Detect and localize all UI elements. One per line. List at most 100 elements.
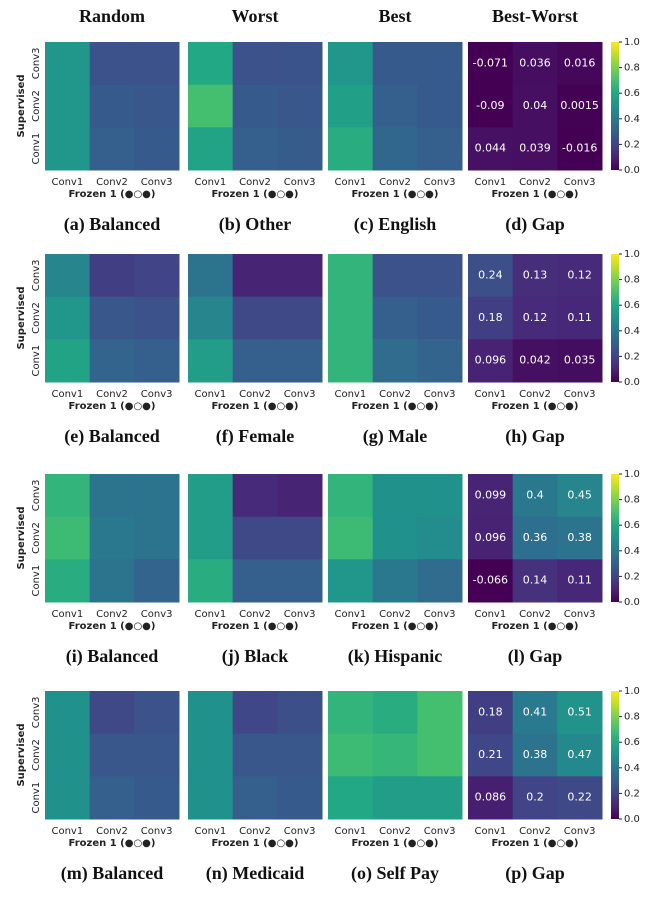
heatmap-cell (232, 254, 278, 298)
heatmap (45, 254, 180, 383)
heatmap-cell (89, 42, 135, 86)
x-tick-label: Conv3 (564, 177, 596, 188)
heatmap-cell (468, 254, 514, 298)
x-tick-label: Conv3 (564, 609, 596, 620)
heatmap-cell (417, 691, 463, 735)
cell-annotation: 0.016 (564, 56, 596, 69)
colorbar-tick-label: 1.0 (624, 686, 640, 697)
heatmap-cell (232, 559, 278, 603)
heatmap-cell (512, 474, 558, 518)
heatmap-cell (328, 84, 374, 128)
heatmap-cell (557, 776, 603, 820)
heatmap-cell (468, 296, 514, 340)
x-tick-label: Conv2 (519, 609, 551, 620)
x-tick-label: Conv2 (239, 389, 271, 400)
colorbar-tick-label: 0.0 (624, 165, 640, 176)
cell-annotation: 0.0015 (560, 99, 599, 112)
heatmap-cell (89, 254, 135, 298)
colorbar-tick-label: 1.0 (624, 37, 640, 48)
heatmap-cell (89, 339, 135, 383)
heatmap-cell (232, 84, 278, 128)
x-tick-label: Conv2 (239, 826, 271, 837)
heatmap-cell (134, 296, 180, 340)
x-tick-label: Conv1 (194, 609, 226, 620)
colorbar-tick-label: 0.6 (624, 300, 640, 311)
cell-annotation: 0.38 (567, 531, 592, 544)
heatmap-cell (277, 339, 323, 383)
heatmap-cell (232, 776, 278, 820)
panel-caption: (d) Gap (505, 214, 565, 235)
cell-annotation: 0.099 (475, 488, 507, 501)
heatmap-cell (557, 559, 603, 603)
heatmap-cell (134, 474, 180, 518)
colorbar-tick-label: 0.8 (624, 712, 640, 723)
heatmap-cell (89, 776, 135, 820)
heatmap-cell (512, 254, 558, 298)
heatmap-cell (328, 733, 374, 777)
heatmap-cell (89, 84, 135, 128)
heatmap-cell (372, 339, 418, 383)
heatmap (188, 254, 323, 383)
heatmap-cell (89, 559, 135, 603)
colorbar-tick-label: 0.4 (624, 546, 640, 557)
panel-caption: (h) Gap (505, 426, 565, 447)
x-tick-label: Conv1 (334, 609, 366, 620)
panel-caption: (n) Medicaid (206, 863, 305, 884)
heatmap-cell (328, 296, 374, 340)
colorbar-tick-label: 0.6 (624, 88, 640, 99)
x-axis-label: Frozen 1 (●○●) (352, 401, 439, 412)
heatmap (188, 474, 323, 603)
heatmap-cell (468, 42, 514, 86)
heatmap-cell (372, 776, 418, 820)
heatmap-cell (89, 691, 135, 735)
heatmap (328, 474, 463, 603)
cell-annotation: 0.18 (478, 311, 503, 324)
heatmap-cell (232, 127, 278, 171)
heatmap-cell (188, 516, 234, 560)
heatmap-cell (372, 516, 418, 560)
heatmap-cell (45, 559, 91, 603)
heatmap-cell (512, 296, 558, 340)
heatmap-cell (277, 776, 323, 820)
column-header: Best-Worst (492, 6, 578, 26)
heatmap (328, 691, 463, 820)
x-axis-label: Frozen 1 (●○●) (69, 838, 156, 849)
colorbar-tick-label: 0.2 (624, 571, 640, 582)
colorbar-tick-label: 0.0 (624, 377, 640, 388)
cell-annotation: 0.042 (519, 354, 551, 367)
heatmap-cell (557, 474, 603, 518)
heatmap-cell (45, 776, 91, 820)
heatmap-cell (134, 559, 180, 603)
x-tick-label: Conv2 (96, 177, 128, 188)
heatmap-cell (512, 84, 558, 128)
cell-annotation: 0.11 (567, 574, 592, 587)
colorbar-tick-label: 0.6 (624, 737, 640, 748)
x-axis-label: Frozen 1 (●○●) (212, 838, 299, 849)
heatmap-cell (134, 733, 180, 777)
heatmap-cell (134, 84, 180, 128)
x-tick-label: Conv2 (519, 826, 551, 837)
x-axis-label: Frozen 1 (●○●) (492, 838, 579, 849)
heatmap-cell (512, 516, 558, 560)
x-tick-label: Conv1 (194, 826, 226, 837)
cell-annotation: -0.071 (473, 56, 508, 69)
y-tick-label: Conv1 (31, 133, 42, 165)
heatmap-cell (417, 84, 463, 128)
cell-annotation: 0.096 (475, 531, 507, 544)
heatmap-cell (232, 296, 278, 340)
y-tick-label: Conv2 (31, 522, 42, 554)
cell-annotation: 0.039 (519, 142, 551, 155)
heatmap-cell (45, 84, 91, 128)
x-axis-label: Frozen 1 (●○●) (212, 189, 299, 200)
heatmap-cell (512, 733, 558, 777)
x-tick-label: Conv3 (141, 389, 173, 400)
x-tick-label: Conv3 (284, 609, 316, 620)
cell-annotation: 0.18 (478, 705, 503, 718)
colorbar-tick-label: 0.4 (624, 114, 640, 125)
heatmap-cell (417, 559, 463, 603)
heatmap-cell (188, 776, 234, 820)
heatmap-cell (232, 691, 278, 735)
heatmap-cell (45, 296, 91, 340)
x-tick-label: Conv1 (51, 177, 83, 188)
x-tick-label: Conv2 (96, 826, 128, 837)
